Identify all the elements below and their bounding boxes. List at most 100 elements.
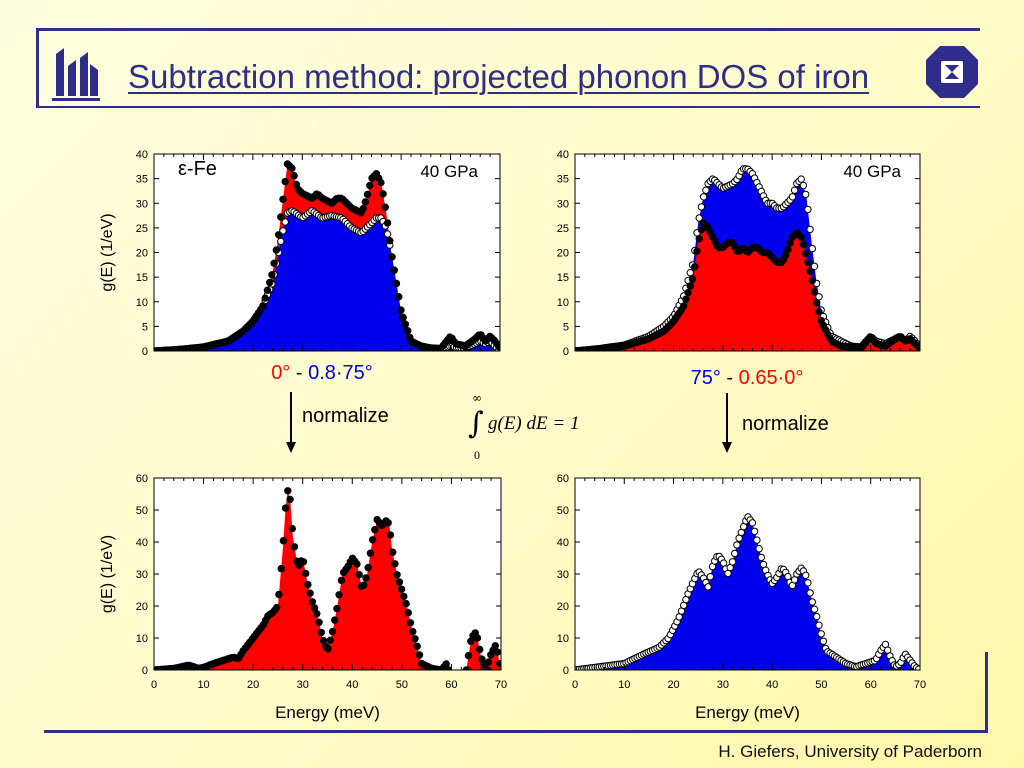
data-point (277, 564, 285, 573)
footer-credit: H. Giefers, University of Paderborn (718, 742, 982, 761)
chart-panel-1: 0 5 10 15 20 25 30 35 40 g(E) (1/eV) (99, 149, 501, 358)
left-formula-dash: - (290, 362, 308, 384)
x-tick-label: 40 (346, 679, 358, 691)
data-point (366, 549, 375, 557)
data-point (790, 186, 799, 194)
y-tick-label: 20 (136, 601, 148, 613)
right-formula-term: 0.65·0° (739, 367, 804, 389)
arrow-left-head (286, 442, 296, 453)
data-point (397, 306, 405, 314)
series-1-markers (575, 219, 920, 351)
data-point (682, 295, 690, 303)
data-point (757, 553, 765, 562)
data-point (266, 278, 274, 287)
normalization-equation: ∞ ∫ g(E) dE = 1 0 (468, 391, 579, 462)
data-point (384, 519, 392, 527)
data-point (368, 536, 377, 544)
data-point (804, 205, 812, 214)
y-tick-label: 40 (557, 537, 569, 549)
data-point (804, 579, 812, 587)
y-tick-label: 50 (136, 505, 148, 517)
title-underline-rule (36, 106, 980, 108)
y-tick-label: 30 (136, 569, 148, 581)
series-0-markers (575, 513, 920, 670)
data-point (755, 545, 763, 553)
y-tick-label: 35 (136, 174, 148, 186)
y-tick-label: 40 (136, 149, 148, 161)
data-point (281, 504, 290, 512)
y-tick-label: 10 (136, 633, 148, 645)
x-tick-label: 30 (717, 679, 729, 691)
y-tick-label: 0 (563, 346, 569, 358)
data-point (456, 691, 462, 697)
x-tick-label: 10 (197, 679, 209, 691)
series-0-area (154, 210, 500, 351)
data-point (704, 583, 712, 591)
data-point (797, 175, 805, 183)
plot-area (575, 165, 920, 351)
data-point (277, 237, 285, 246)
data-point (364, 563, 372, 572)
data-point (381, 203, 389, 211)
data-point (268, 271, 276, 279)
data-point (324, 645, 332, 653)
data-point (386, 237, 394, 245)
x-tick-label: 70 (914, 679, 926, 691)
data-point (402, 599, 410, 608)
y-tick-label: 30 (557, 198, 569, 210)
y-tick-label: 30 (136, 198, 148, 210)
data-point (810, 288, 819, 296)
integral-lower-limit: 0 (474, 448, 480, 462)
left-formula: 0° - 0.8·75° (271, 362, 373, 384)
right-formula-dash: - (721, 367, 739, 389)
data-point (915, 343, 920, 351)
data-point (750, 527, 759, 536)
data-point (806, 267, 814, 275)
y-tick-label: 5 (563, 321, 569, 333)
data-point (391, 560, 399, 568)
data-point (284, 487, 292, 495)
data-point (686, 269, 694, 277)
data-point (464, 651, 473, 660)
arrow-right-head (722, 442, 732, 453)
data-point (695, 214, 703, 222)
data-point (306, 589, 314, 597)
y-tick-label: 10 (136, 297, 148, 309)
right-formula-angle: 75° (691, 367, 721, 389)
left-formula-angle: 0° (271, 362, 290, 384)
data-point (482, 665, 491, 670)
y-tick-label: 40 (557, 149, 569, 161)
x-tick-label: 70 (495, 679, 507, 691)
data-point (337, 576, 346, 585)
data-point (476, 645, 484, 654)
y-tick-label: 35 (557, 174, 569, 186)
data-point (806, 589, 814, 597)
data-point (389, 548, 397, 556)
y-tick-label: 10 (557, 633, 569, 645)
chart-panel-3: 0 10 20 30 40 50 60 0 10 20 30 40 50 60 70 Energy (meV)… (99, 473, 507, 722)
data-point (290, 543, 299, 551)
y-tick-label: 0 (142, 346, 148, 358)
data-point (728, 558, 737, 566)
data-point (326, 636, 334, 644)
chart-panel-4: 0 10 20 30 40 50 60 0 10 20 30 40 50 60 70 Energy (meV) (557, 473, 926, 722)
data-point (697, 203, 706, 211)
data-point (359, 205, 367, 213)
data-point (299, 558, 308, 566)
data-point (806, 225, 814, 234)
series-1-markers (154, 160, 500, 351)
data-point (804, 258, 812, 267)
data-point (333, 604, 341, 613)
chart-panel-2: 0 5 10 15 20 25 30 35 40 (557, 149, 921, 358)
data-point (275, 590, 283, 599)
data-point (331, 616, 339, 624)
data-point (731, 549, 739, 558)
x-tick-label: 30 (297, 679, 309, 691)
data-point (279, 537, 288, 545)
data-point (496, 659, 501, 668)
data-point (810, 605, 819, 613)
data-point (313, 610, 321, 618)
data-point (802, 571, 810, 579)
data-point (270, 259, 278, 267)
data-point (699, 193, 708, 201)
